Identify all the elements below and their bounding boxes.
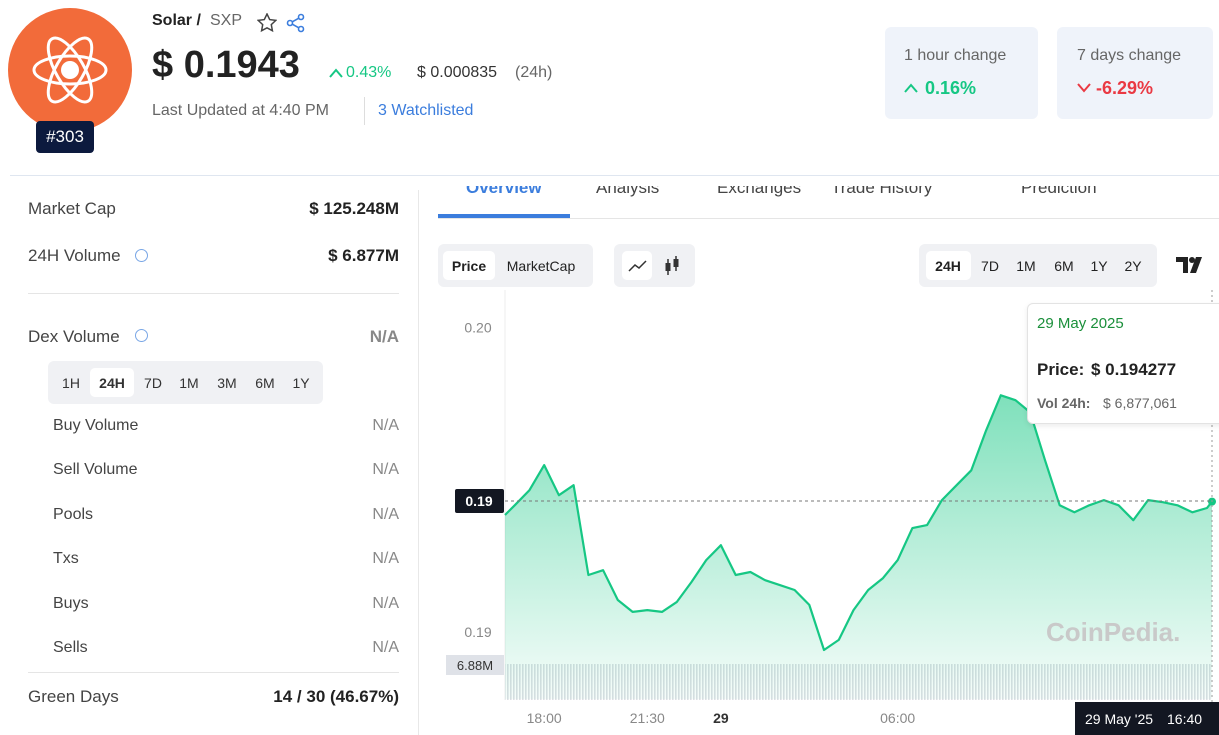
mode-option[interactable]: MarketCap	[506, 258, 576, 274]
price-chart: 0.20 0.19 0.19 6.88M 18:00 21:30 29 06:00 29 May…	[446, 290, 1219, 735]
selected-range	[926, 251, 971, 280]
watermark: CoinPedia.	[1046, 617, 1181, 647]
crosshair-date: 29 May '25	[1085, 711, 1153, 727]
card-label: 1 hour change	[904, 47, 1007, 64]
green-days-value: 14 / 30 (46.67%)	[273, 686, 399, 706]
period-option[interactable]: 1Y	[292, 375, 310, 391]
card-value: -6.29%	[1096, 78, 1154, 98]
watchlisted[interactable]: 3 Watchlisted	[378, 102, 474, 119]
separator	[364, 97, 365, 125]
tab-bar: Overview Analysis Exchanges Trade History Pr…	[438, 186, 1219, 219]
crosshair-time: 16:40	[1167, 711, 1202, 727]
x-tick-label: 29	[713, 710, 729, 726]
change-card	[885, 27, 1038, 119]
chart-type-icons[interactable]	[622, 251, 688, 280]
tooltip	[1027, 303, 1219, 424]
last-updated: Last Updated at 4:40 PM	[152, 102, 329, 119]
range-option[interactable]: 2Y	[1124, 258, 1142, 274]
dex-row-label: Sells	[53, 639, 88, 656]
tooltip-price: $ 0.194277	[1091, 360, 1177, 379]
tooltip-date: 29 May 2025	[1037, 315, 1124, 332]
tab[interactable]: Prediction	[1021, 186, 1097, 197]
period-option[interactable]: 7D	[144, 375, 162, 391]
price-btc: $ 0.000835	[417, 64, 498, 81]
range-option[interactable]: 6M	[1054, 258, 1074, 274]
divider	[418, 190, 419, 735]
tooltip-volume: $ 6,877,061	[1103, 395, 1177, 411]
current-price-label: 0.19	[465, 493, 492, 509]
down-arrow	[1077, 83, 1091, 93]
tooltip-price-label: Price:	[1037, 360, 1085, 379]
range-option[interactable]: 24H	[935, 258, 961, 274]
dex-label: Dex Volume	[28, 326, 120, 346]
tab[interactable]: Overview	[466, 186, 542, 197]
volume-label-box	[446, 655, 504, 675]
period-option[interactable]: 1M	[179, 375, 199, 391]
price-btc-period: (24h)	[515, 64, 553, 81]
selected-mode	[443, 251, 495, 280]
dex-row-value: N/A	[372, 550, 399, 567]
card-value: 0.16%	[925, 78, 977, 98]
price: $ 0.1943	[152, 44, 300, 86]
divider	[10, 175, 1219, 176]
dex-value: N/A	[369, 326, 399, 346]
change-card	[1057, 27, 1213, 119]
dex-row-label: Buy Volume	[53, 417, 139, 434]
dex-row-value: N/A	[372, 417, 399, 434]
tooltip-volume-label: Vol 24h:	[1037, 395, 1091, 411]
crosshair-box	[1075, 702, 1219, 735]
dex-row-label: Pools	[53, 506, 94, 523]
coin-logo	[8, 8, 132, 132]
range-option[interactable]: 7D	[981, 258, 999, 274]
up-arrow	[329, 68, 343, 78]
current-price-box	[455, 489, 504, 514]
tab[interactable]: Exchanges	[717, 186, 802, 197]
price-area	[505, 395, 1212, 699]
info-icon	[135, 249, 148, 262]
period-option[interactable]: 6M	[255, 375, 275, 391]
period-option[interactable]: 3M	[217, 375, 237, 391]
share-icon[interactable]	[286, 13, 306, 33]
dex-row-value: N/A	[372, 639, 399, 656]
coin-symbol: SXP	[210, 12, 243, 29]
mode-option[interactable]: Price	[451, 258, 487, 274]
dex-row-label: Buys	[53, 595, 89, 612]
green-days-label: Green Days	[28, 686, 119, 706]
tab[interactable]: Trade History	[831, 186, 933, 197]
card-label: 7 days change	[1077, 47, 1182, 64]
x-tick-label: 21:30	[630, 710, 665, 726]
tab[interactable]: Analysis	[596, 186, 660, 197]
period-option[interactable]: 1H	[62, 375, 80, 391]
rank-badge: #303	[36, 121, 94, 153]
stat-value: $ 6.877M	[328, 245, 399, 265]
tradingview-logo	[1176, 257, 1202, 273]
range-option[interactable]: 1M	[1016, 258, 1036, 274]
info-icon	[135, 329, 148, 342]
dex-row-label: Txs	[53, 550, 79, 567]
dex-row-value: N/A	[372, 595, 399, 612]
stat-label: Market Cap	[28, 198, 116, 218]
dex-row-value: N/A	[372, 506, 399, 523]
divider	[28, 672, 399, 673]
dex-row-label: Sell Volume	[53, 461, 138, 478]
volume-label: 6.88M	[457, 658, 493, 673]
y-tick-label: 0.20	[464, 319, 491, 335]
stat-label: 24H Volume	[28, 245, 121, 265]
x-tick-label: 06:00	[880, 710, 915, 726]
selected-period	[90, 368, 134, 397]
star-icon[interactable]	[257, 13, 277, 33]
y-tick-label: 0.19	[464, 624, 491, 640]
range-option[interactable]: 1Y	[1090, 258, 1108, 274]
coin-name: Solar /	[152, 12, 201, 29]
tab-underline	[438, 214, 570, 218]
change-24h: 0.43%	[346, 64, 392, 81]
period-option[interactable]: 24H	[99, 375, 125, 391]
stat-value: $ 125.248M	[309, 198, 399, 218]
dex-row-value: N/A	[372, 461, 399, 478]
divider	[28, 293, 399, 294]
x-tick-label: 18:00	[527, 710, 562, 726]
up-arrow	[904, 83, 918, 93]
